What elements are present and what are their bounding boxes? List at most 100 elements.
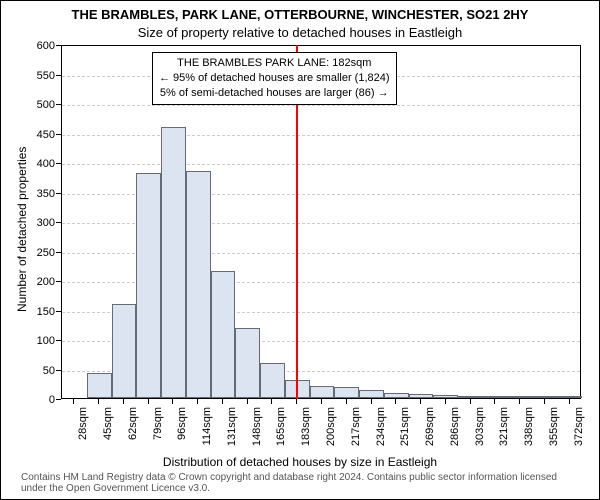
histogram-bar xyxy=(161,127,186,398)
y-tick-mark xyxy=(56,75,61,76)
y-tick-mark xyxy=(56,134,61,135)
x-tick-label: 183sqm xyxy=(300,407,312,446)
x-tick-mark xyxy=(420,399,421,404)
annotation-line: ← 95% of detached houses are smaller (1,… xyxy=(159,71,390,86)
y-tick-mark xyxy=(56,281,61,282)
histogram-bar xyxy=(334,387,359,398)
x-tick-mark xyxy=(98,399,99,404)
gridline xyxy=(62,164,580,165)
x-axis-label: Distribution of detached houses by size … xyxy=(1,455,599,469)
histogram-bar xyxy=(508,396,533,398)
x-tick-label: 114sqm xyxy=(201,407,213,445)
y-tick-mark xyxy=(56,340,61,341)
y-tick-label: 350 xyxy=(1,188,59,200)
histogram-bar xyxy=(211,271,236,398)
x-tick-mark xyxy=(197,399,198,404)
x-tick-label: 217sqm xyxy=(350,407,362,446)
x-tick-label: 62sqm xyxy=(127,407,139,440)
y-tick-mark xyxy=(56,222,61,223)
x-tick-label: 45sqm xyxy=(102,407,114,440)
chart-title: THE BRAMBLES, PARK LANE, OTTERBOURNE, WI… xyxy=(1,7,599,22)
histogram-bar xyxy=(483,396,508,398)
histogram-bar xyxy=(87,373,112,398)
x-tick-mark xyxy=(569,399,570,404)
x-tick-mark xyxy=(247,399,248,404)
x-tick-label: 165sqm xyxy=(275,407,287,446)
annotation-box: THE BRAMBLES PARK LANE: 182sqm← 95% of d… xyxy=(152,52,397,105)
x-tick-label: 303sqm xyxy=(474,407,486,446)
histogram-bar xyxy=(112,304,137,398)
x-tick-mark xyxy=(371,399,372,404)
histogram-bar xyxy=(186,171,211,398)
chart-subtitle: Size of property relative to detached ho… xyxy=(1,25,599,40)
histogram-bar xyxy=(532,396,557,398)
x-tick-mark xyxy=(321,399,322,404)
x-tick-mark xyxy=(148,399,149,404)
histogram-bar xyxy=(433,395,458,398)
attribution-text: Contains HM Land Registry data © Crown c… xyxy=(21,472,579,494)
x-tick-label: 251sqm xyxy=(399,407,411,446)
y-tick-mark xyxy=(56,163,61,164)
histogram-bar xyxy=(136,173,161,398)
histogram-bar xyxy=(384,393,409,398)
x-tick-mark xyxy=(395,399,396,404)
x-tick-label: 79sqm xyxy=(152,407,164,440)
x-tick-mark xyxy=(123,399,124,404)
y-tick-label: 250 xyxy=(1,247,59,259)
y-tick-label: 300 xyxy=(1,217,59,229)
x-tick-mark xyxy=(544,399,545,404)
y-tick-mark xyxy=(56,45,61,46)
histogram-bar xyxy=(557,396,582,398)
plot-area: THE BRAMBLES PARK LANE: 182sqm← 95% of d… xyxy=(61,45,581,399)
x-tick-mark xyxy=(222,399,223,404)
x-tick-mark xyxy=(172,399,173,404)
x-tick-label: 372sqm xyxy=(573,407,585,446)
gridline xyxy=(62,135,580,136)
x-tick-label: 355sqm xyxy=(548,407,560,446)
x-tick-label: 321sqm xyxy=(498,407,510,446)
y-tick-mark xyxy=(56,370,61,371)
y-tick-label: 550 xyxy=(1,70,59,82)
y-tick-label: 100 xyxy=(1,335,59,347)
gridline xyxy=(62,105,580,106)
x-tick-label: 286sqm xyxy=(449,407,461,446)
annotation-line: THE BRAMBLES PARK LANE: 182sqm xyxy=(159,56,390,71)
y-tick-mark xyxy=(56,252,61,253)
x-tick-label: 338sqm xyxy=(523,407,535,446)
y-tick-label: 600 xyxy=(1,40,59,52)
y-tick-label: 50 xyxy=(1,365,59,377)
x-tick-mark xyxy=(519,399,520,404)
y-tick-mark xyxy=(56,399,61,400)
histogram-bar xyxy=(310,386,335,398)
histogram-bar xyxy=(409,394,434,398)
y-tick-label: 450 xyxy=(1,129,59,141)
y-tick-mark xyxy=(56,104,61,105)
x-tick-label: 131sqm xyxy=(226,407,238,446)
x-tick-mark xyxy=(494,399,495,404)
annotation-line: 5% of semi-detached houses are larger (8… xyxy=(159,86,390,101)
y-tick-label: 500 xyxy=(1,99,59,111)
y-tick-mark xyxy=(56,311,61,312)
histogram-bar xyxy=(260,363,285,398)
histogram-bar xyxy=(235,328,260,398)
y-tick-mark xyxy=(56,193,61,194)
y-axis-label: Number of detached properties xyxy=(15,147,29,312)
x-tick-label: 148sqm xyxy=(251,407,263,446)
x-tick-label: 200sqm xyxy=(325,407,337,446)
histogram-bar xyxy=(458,396,483,398)
x-tick-mark xyxy=(470,399,471,404)
y-tick-label: 0 xyxy=(1,394,59,406)
x-tick-label: 269sqm xyxy=(424,407,436,446)
x-tick-mark xyxy=(445,399,446,404)
y-tick-label: 200 xyxy=(1,276,59,288)
y-tick-label: 150 xyxy=(1,306,59,318)
histogram-bar xyxy=(359,390,384,398)
x-tick-label: 234sqm xyxy=(375,407,387,446)
y-tick-label: 400 xyxy=(1,158,59,170)
x-tick-label: 28sqm xyxy=(77,407,89,440)
x-tick-mark xyxy=(271,399,272,404)
x-tick-mark xyxy=(346,399,347,404)
x-tick-label: 96sqm xyxy=(176,407,188,440)
x-tick-mark xyxy=(296,399,297,404)
x-tick-mark xyxy=(73,399,74,404)
